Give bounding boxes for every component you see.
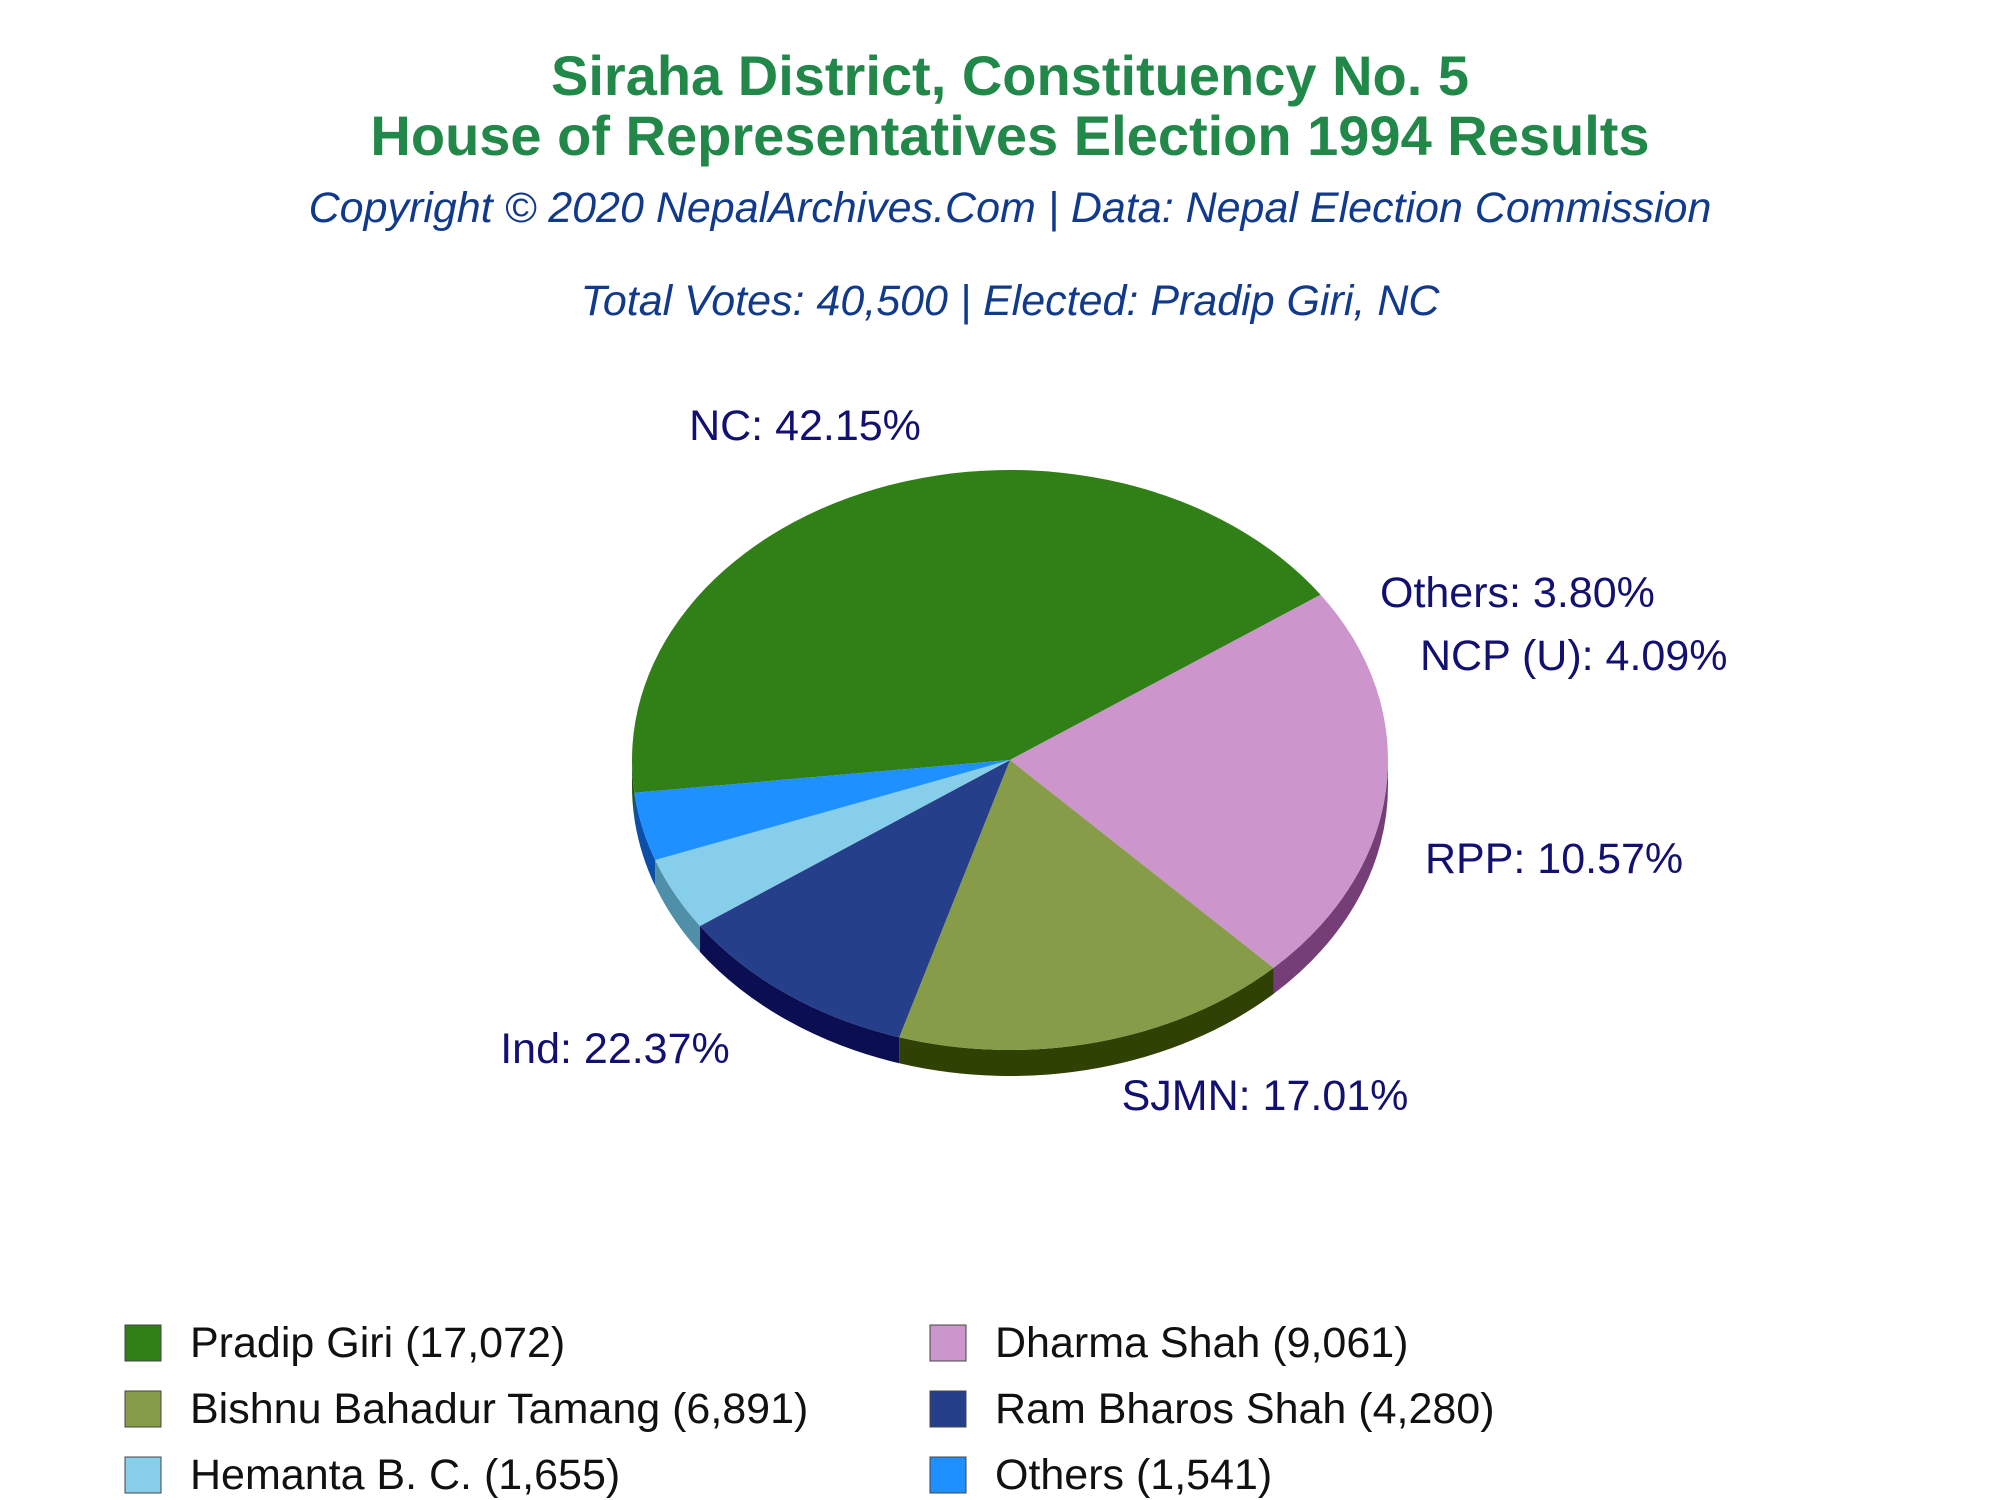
chart-credit: Copyright © 2020 NepalArchives.Com | Dat…	[309, 184, 1712, 232]
slice-label-nc: NC: 42.15%	[689, 402, 921, 450]
pie-slice-others	[634, 760, 1010, 861]
slice-label-ncp-u: NCP (U): 4.09%	[1420, 632, 1727, 680]
legend-label-dharma-shah-9-061: Dharma Shah (9,061)	[995, 1319, 1409, 1367]
chart-title: Siraha District, Constituency No. 5	[551, 44, 1469, 107]
legend-label-pradip-giri-17-072: Pradip Giri (17,072)	[190, 1319, 565, 1367]
pie-slice-nc	[632, 470, 1321, 793]
legend-label-ram-bharos-shah-4-280: Ram Bharos Shah (4,280)	[995, 1385, 1495, 1433]
pie-slice-rpp	[700, 760, 1010, 1038]
legend-swatch-hemanta-b-c-1-655	[124, 1456, 162, 1494]
legend-swatch-others-1-541	[929, 1456, 967, 1494]
chart-subtitle: House of Representatives Election 1994 R…	[370, 104, 1649, 167]
slice-label-others: Others: 3.80%	[1380, 569, 1655, 617]
legend-swatch-ram-bharos-shah-4-280	[929, 1390, 967, 1428]
slice-label-ind: Ind: 22.37%	[500, 1025, 730, 1073]
legend-label-hemanta-b-c-1-655: Hemanta B. C. (1,655)	[190, 1451, 620, 1499]
pie-slice-sjmn	[899, 760, 1274, 1050]
pie-side-ind	[1273, 760, 1388, 994]
pie-side-ncp-u	[655, 860, 701, 952]
slice-label-rpp: RPP: 10.57%	[1425, 835, 1683, 883]
pie-top-layer	[632, 470, 1388, 1050]
legend-label-bishnu-bahadur-tamang-6-891: Bishnu Bahadur Tamang (6,891)	[190, 1385, 808, 1433]
legend-swatch-dharma-shah-9-061	[929, 1324, 967, 1362]
pie-slice-ncp-u	[655, 760, 1010, 926]
pie-side-nc	[632, 760, 635, 819]
pie-slice-ind	[1010, 594, 1388, 968]
pie-depth-layer	[632, 760, 1388, 1076]
slice-label-sjmn: SJMN: 17.01%	[1122, 1072, 1409, 1120]
pie-side-rpp	[700, 925, 900, 1064]
pie-side-others	[634, 792, 656, 887]
chart-summary: Total Votes: 40,500 | Elected: Pradip Gi…	[581, 277, 1441, 325]
legend-label-others-1-541: Others (1,541)	[995, 1451, 1272, 1499]
legend: Pradip Giri (17,072) Dharma Shah (9,061) B…	[124, 1319, 1495, 1499]
legend-swatch-bishnu-bahadur-tamang-6-891	[124, 1390, 162, 1428]
pie-side-sjmn	[899, 967, 1274, 1076]
slice-labels: NC: 42.15% Ind: 22.37% SJMN: 17.01% RPP: 10…	[500, 402, 1727, 1120]
legend-swatch-pradip-giri-17-072	[124, 1324, 162, 1362]
